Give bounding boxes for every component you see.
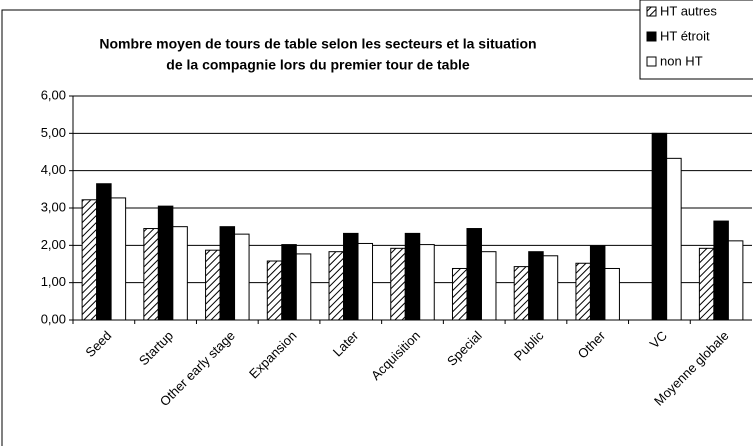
- bar: [480, 251, 497, 321]
- bar: [328, 251, 345, 321]
- chart-title: de la compagnie lors du premier tour de …: [166, 57, 470, 73]
- bar: [219, 226, 236, 321]
- bar: [651, 132, 668, 321]
- chart-title: Nombre moyen de tours de table selon les…: [99, 36, 536, 52]
- bar: [234, 233, 250, 321]
- bar: [281, 244, 297, 321]
- legend-label: HT autres: [660, 3, 717, 18]
- bar: [666, 157, 682, 321]
- bar: [266, 260, 283, 321]
- bar: [589, 245, 606, 321]
- y-tick-label: 1,00: [41, 274, 66, 289]
- chart-frame: [1, 9, 753, 446]
- bar: [81, 199, 98, 321]
- bar: [604, 267, 620, 321]
- bar: [404, 232, 421, 321]
- bar: [451, 267, 468, 321]
- bar: [143, 228, 159, 321]
- y-tick-label: 4,00: [41, 162, 66, 177]
- bar: [343, 232, 359, 321]
- bar: [727, 240, 744, 321]
- bar: [513, 266, 530, 321]
- bar: [713, 220, 729, 321]
- bar: [698, 247, 715, 321]
- y-tick-label: 6,00: [41, 87, 66, 102]
- legend-swatch: [646, 31, 657, 42]
- bar: [96, 183, 112, 321]
- legend-label: non HT: [660, 53, 703, 68]
- bar: [390, 247, 406, 321]
- bar: [295, 253, 312, 321]
- bar: [419, 244, 435, 321]
- y-tick-label: 5,00: [41, 125, 66, 140]
- y-tick-label: 0,00: [41, 311, 66, 326]
- legend-box: [639, 0, 753, 80]
- bar: [466, 228, 482, 321]
- bar: [205, 249, 221, 321]
- y-tick-label: 2,00: [41, 237, 66, 252]
- bar: [528, 251, 544, 321]
- bar: [357, 242, 374, 321]
- bar: [172, 226, 188, 321]
- bar: [110, 197, 127, 321]
- legend-swatch: [646, 56, 657, 67]
- bar: [157, 205, 174, 321]
- bar: [575, 262, 591, 321]
- legend-label: HT étroit: [660, 28, 710, 43]
- bar: [542, 255, 559, 321]
- y-tick-label: 3,00: [41, 199, 66, 214]
- legend-swatch: [646, 6, 657, 17]
